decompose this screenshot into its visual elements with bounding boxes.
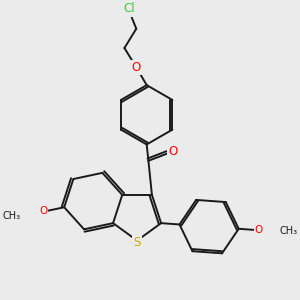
Text: O: O <box>132 61 141 74</box>
Text: O: O <box>168 145 178 158</box>
Text: S: S <box>134 236 141 249</box>
Text: Cl: Cl <box>123 2 135 15</box>
Text: O: O <box>39 206 47 216</box>
Text: CH₃: CH₃ <box>280 226 298 236</box>
Text: CH₃: CH₃ <box>3 211 21 221</box>
Text: O: O <box>254 225 262 235</box>
